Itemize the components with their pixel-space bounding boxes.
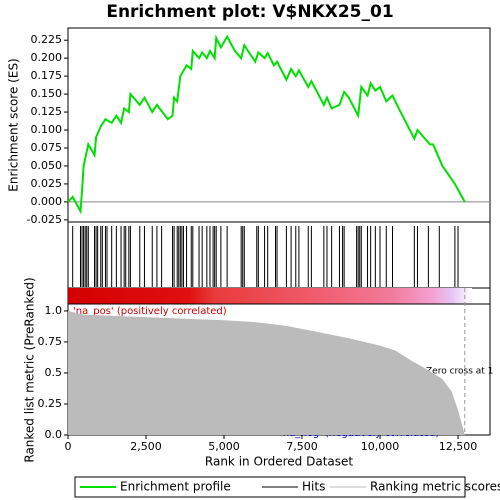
- y2-tick-label: 0.25: [38, 397, 63, 410]
- y-tick-label: 0.000: [31, 195, 63, 208]
- x-tick-label: 10,000: [361, 440, 400, 453]
- zero-cross-label: Zero cross at 1: [426, 367, 493, 377]
- y-tick-label: -0.025: [27, 213, 62, 226]
- y-tick-label: 0.225: [31, 33, 63, 46]
- chart-title: Enrichment plot: V$NKX25_01: [106, 2, 393, 22]
- y-tick-label: 0.100: [31, 123, 63, 136]
- y2-axis-label: Ranked list metric (PreRanked): [23, 277, 37, 462]
- x-tick-label: 0: [65, 440, 72, 453]
- y2-tick-label: 1.0: [45, 304, 63, 317]
- y2-tick-label: 0.0: [45, 428, 63, 441]
- y-tick-label: 0.175: [31, 69, 63, 82]
- x-tick-label: 12,500: [439, 440, 478, 453]
- y-tick-label: 0.200: [31, 51, 63, 64]
- y-tick-label: 0.150: [31, 87, 63, 100]
- x-tick-label: 2,500: [130, 440, 162, 453]
- color-bar: [68, 288, 472, 304]
- y-tick-label: 0.125: [31, 105, 63, 118]
- y-tick-label: 0.025: [31, 177, 63, 190]
- y-tick-label: 0.050: [31, 159, 63, 172]
- y2-tick-label: 0.75: [38, 335, 63, 348]
- y-axis-label: Enrichment score (ES): [7, 58, 21, 191]
- enrichment-line: [67, 34, 466, 215]
- legend-label: Ranking metric scores: [370, 480, 500, 494]
- x-tick-label: 7,500: [286, 440, 318, 453]
- pos-label: 'na_pos' (positively correlated): [73, 306, 227, 317]
- legend-label: Hits: [302, 480, 325, 494]
- y-tick-label: 0.075: [31, 141, 63, 154]
- y2-tick-label: 0.5: [45, 366, 63, 379]
- metric-area: [68, 310, 465, 435]
- legend-label: Enrichment profile: [120, 480, 231, 494]
- x-axis-label: Rank in Ordered Dataset: [205, 455, 353, 469]
- x-tick-label: 5,000: [208, 440, 240, 453]
